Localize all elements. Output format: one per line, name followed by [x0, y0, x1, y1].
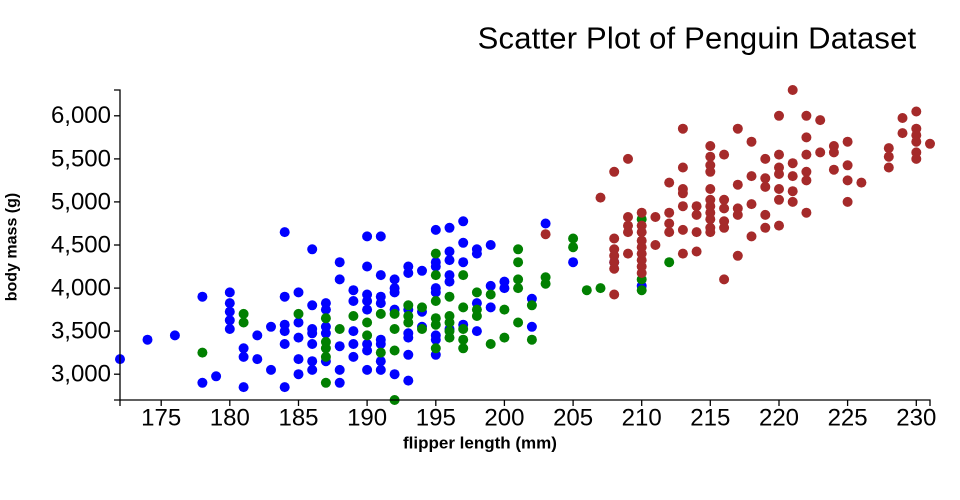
svg-text:225: 225 — [828, 405, 868, 432]
svg-text:200: 200 — [484, 405, 524, 432]
svg-text:195: 195 — [416, 405, 456, 432]
svg-text:body mass (g): body mass (g) — [4, 193, 21, 301]
svg-text:5,000: 5,000 — [51, 188, 111, 215]
svg-text:230: 230 — [896, 405, 936, 432]
svg-text:205: 205 — [553, 405, 593, 432]
svg-text:4,000: 4,000 — [51, 275, 111, 302]
svg-text:175: 175 — [141, 405, 181, 432]
svg-text:185: 185 — [278, 405, 318, 432]
svg-text:190: 190 — [347, 405, 387, 432]
svg-text:6,000: 6,000 — [51, 102, 111, 129]
svg-text:215: 215 — [690, 405, 730, 432]
svg-text:220: 220 — [759, 405, 799, 432]
svg-text:flipper length (mm): flipper length (mm) — [403, 433, 557, 452]
svg-text:210: 210 — [622, 405, 662, 432]
svg-text:3,000: 3,000 — [51, 361, 111, 388]
svg-text:5,500: 5,500 — [51, 145, 111, 172]
svg-text:Scatter Plot of Penguin Datase: Scatter Plot of Penguin Dataset — [478, 20, 917, 55]
svg-text:3,500: 3,500 — [51, 318, 111, 345]
svg-text:4,500: 4,500 — [51, 231, 111, 258]
svg-text:180: 180 — [210, 405, 250, 432]
